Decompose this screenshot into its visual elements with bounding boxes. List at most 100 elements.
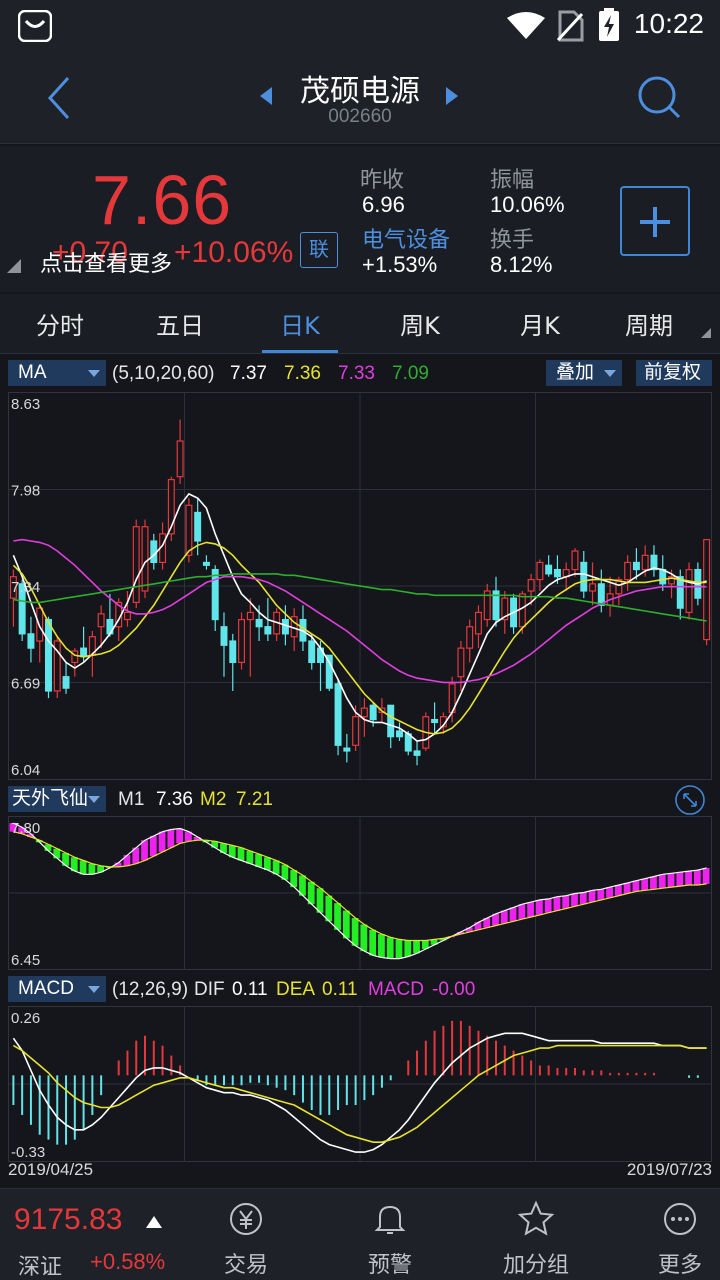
tw-bar: [518, 904, 526, 920]
chevron-down-icon: [88, 370, 100, 377]
tw-bar: [571, 893, 578, 907]
alert-button[interactable]: 预警: [340, 1199, 440, 1279]
candle-body: [211, 568, 219, 621]
index-value[interactable]: 9175.83: [14, 1203, 123, 1236]
tw-bar: [70, 857, 78, 872]
candle-body: [264, 626, 272, 635]
trade-button[interactable]: 交易: [196, 1199, 296, 1279]
tw-indicator-bar: 天外飞仙 M1 7.36 M2 7.21: [0, 784, 720, 815]
linked-button[interactable]: 联: [300, 232, 338, 268]
more-button[interactable]: 更多: [630, 1199, 720, 1279]
candle-body: [641, 554, 649, 571]
tw-bar: [88, 863, 96, 875]
candle-body: [615, 578, 623, 595]
ma60-value: 7.09: [392, 363, 429, 384]
tw-selector[interactable]: 天外飞仙: [8, 786, 106, 812]
prev-stock-icon[interactable]: [258, 86, 274, 110]
prev-close-value: 6.96: [362, 192, 405, 217]
battery-charging-icon: [598, 8, 620, 46]
candle-body: [501, 597, 509, 621]
next-stock-icon[interactable]: [444, 86, 460, 110]
tw-bar: [702, 867, 710, 884]
expand-chart-icon[interactable]: [674, 784, 706, 822]
candle-body: [132, 526, 140, 604]
tw-bar: [228, 845, 236, 858]
kline-tick-label: 6.69: [11, 676, 40, 693]
tw-chart[interactable]: 7.80 6.45: [8, 816, 712, 970]
tw-bar: [439, 938, 447, 941]
tw-bar: [421, 940, 429, 949]
macd-chart[interactable]: 0.26 -0.33: [8, 1006, 712, 1162]
tw-bar: [623, 882, 631, 894]
ma-line-ma20: [13, 538, 707, 684]
overlay-selector[interactable]: 叠加: [546, 360, 622, 386]
adjust-button[interactable]: 前复权: [636, 360, 712, 386]
tw-bar: [114, 862, 122, 867]
index-name: 深证: [18, 1255, 63, 1280]
candle-body: [97, 613, 105, 628]
candle-body: [659, 568, 667, 585]
macd-tick-label: -0.33: [11, 1144, 45, 1161]
tab-period[interactable]: 周期: [625, 312, 673, 340]
candle-body: [650, 554, 658, 571]
status-time: 10:22: [633, 8, 704, 39]
tw-bar: [509, 907, 517, 922]
industry-link[interactable]: 电气设备: [362, 228, 451, 253]
tw-selector-label: 天外飞仙: [12, 788, 89, 809]
status-bar: 10:22: [0, 0, 720, 52]
tw-bar: [474, 922, 482, 930]
tw-bar: [307, 881, 315, 905]
alert-label: 预警: [367, 1253, 412, 1278]
amplitude-label: 振幅: [490, 168, 535, 193]
add-group-label: 加分组: [502, 1253, 569, 1278]
search-icon[interactable]: [636, 74, 682, 124]
candle-body: [387, 704, 395, 738]
candle-body: [220, 626, 228, 646]
tw-bar: [220, 843, 227, 853]
tw-bar: [299, 875, 306, 896]
tw-bar: [62, 853, 69, 866]
end-date: 2019/07/23: [626, 1160, 712, 1179]
tw-bar: [360, 924, 368, 952]
more-label: 更多: [657, 1253, 702, 1278]
macd-selector-label: MACD: [18, 978, 74, 999]
ma5-value: 7.37: [230, 363, 267, 384]
candle-body: [369, 704, 377, 721]
tab-five-day[interactable]: 五日: [156, 312, 204, 340]
ma-params: (5,10,20,60): [112, 363, 215, 384]
tw-bar: [579, 892, 587, 905]
add-group-button[interactable]: 加分组: [486, 1199, 586, 1279]
view-more-hint[interactable]: 点击查看更多: [40, 252, 173, 277]
price-change-pct: +10.06%: [174, 236, 294, 269]
tw-bar: [263, 857, 271, 871]
tab-weekly-k[interactable]: 周K: [400, 312, 440, 340]
trade-icon: [196, 1199, 296, 1241]
candle-body: [413, 750, 421, 756]
candle-body: [229, 640, 237, 664]
tw-tick-label: 7.80: [11, 820, 40, 837]
tab-daily-k[interactable]: 日K: [280, 312, 320, 340]
ma-selector[interactable]: MA: [8, 360, 106, 386]
turnover-value: 8.12%: [490, 252, 553, 277]
tab-monthly-k[interactable]: 月K: [520, 312, 560, 340]
candle-body: [325, 654, 333, 689]
ma-selector-label: MA: [18, 362, 47, 383]
bottom-toolbar: 9175.83 深证 +0.58% 交易 预警 加分组 更多: [0, 1188, 720, 1280]
back-icon[interactable]: [42, 74, 82, 122]
add-watchlist-button[interactable]: [620, 186, 690, 256]
period-tabs: 分时 五日 日K 周K 月K 周期: [0, 294, 720, 354]
chevron-down-icon: [88, 986, 100, 993]
m1-label: M1: [118, 789, 145, 810]
kline-chart[interactable]: 8.63 7.98 7.34 6.69 6.04: [8, 392, 712, 780]
tw-bar: [606, 887, 613, 898]
ma-line-ma10: [12, 541, 707, 735]
candle-body: [334, 683, 342, 746]
tw-bar: [185, 831, 192, 842]
candle-body: [492, 590, 500, 621]
tw-bar: [369, 929, 377, 956]
tw-bar: [123, 855, 131, 866]
macd-selector[interactable]: MACD: [8, 976, 106, 1002]
tab-intraday[interactable]: 分时: [36, 312, 84, 340]
tw-bar: [658, 874, 666, 889]
candle-body: [527, 578, 535, 592]
